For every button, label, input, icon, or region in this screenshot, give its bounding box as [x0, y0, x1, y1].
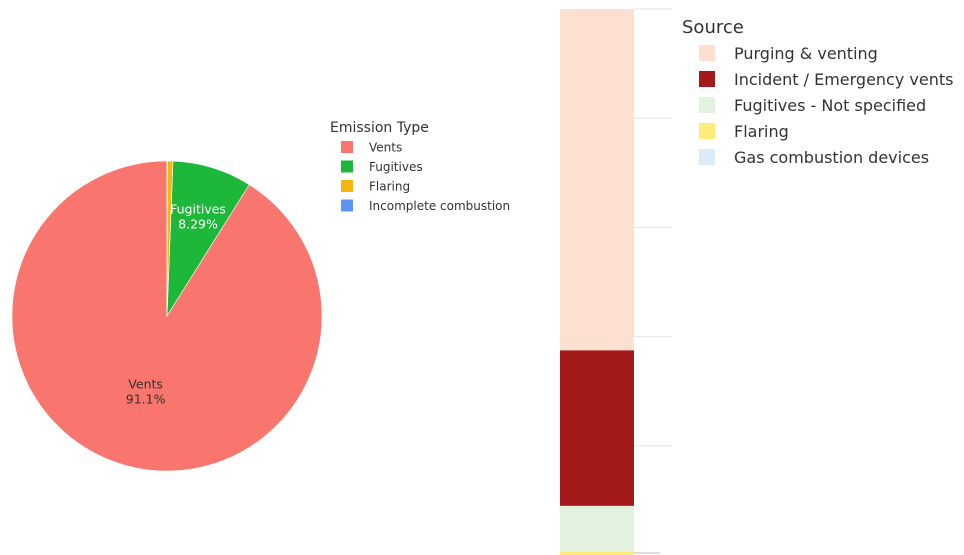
bar-legend: Source Purging & venting Incident / Emerg…: [682, 17, 953, 167]
pie-legend-swatch-flaring[interactable]: [341, 180, 353, 192]
pie-slice-incomplete-combustion[interactable]: [166, 160, 168, 317]
bar-legend-swatch-purging-venting[interactable]: [699, 45, 715, 61]
pie-legend-label-flaring[interactable]: Flaring: [369, 180, 410, 194]
bar-segment-incident-emergency-vents[interactable]: [560, 350, 634, 506]
pie-legend-swatch-incomplete-combustion[interactable]: [341, 199, 353, 212]
bar-legend-swatch-flaring[interactable]: [699, 123, 715, 139]
bar-segment-fugitives-not-specified[interactable]: [560, 505, 634, 552]
bar-legend-swatch-fugitives-not-specified[interactable]: [699, 97, 715, 113]
bar-segment-flaring[interactable]: [560, 551, 634, 555]
pie-legend-label-fugitives[interactable]: Fugitives: [369, 160, 423, 174]
bar-legend-swatch-incident-emergency-vents[interactable]: [699, 71, 715, 87]
pie-pct-fugitives: 8.29%: [178, 216, 218, 231]
pie-pct-vents: 91.1%: [126, 391, 166, 406]
pie-legend: Emission Type Vents Fugitives Flaring Incom…: [330, 120, 510, 213]
pie-label-vents: Vents: [128, 376, 163, 391]
pie-legend-title: Emission Type: [330, 120, 429, 136]
pie-legend-label-incomplete-combustion[interactable]: Incomplete combustion: [369, 199, 510, 213]
bar-segment-purging-venting[interactable]: [560, 9, 634, 351]
pie-legend-label-vents[interactable]: Vents: [369, 141, 402, 155]
bar-legend-label-purging-venting[interactable]: Purging & venting: [734, 44, 878, 63]
stacked-bar-chart: [560, 8, 672, 555]
bar-legend-label-incident-emergency-vents[interactable]: Incident / Emergency vents: [734, 70, 953, 89]
pie-legend-swatch-fugitives[interactable]: [341, 160, 353, 173]
bar-legend-label-gas-combustion-devices[interactable]: Gas combustion devices: [734, 148, 929, 167]
bar-legend-label-fugitives-not-specified[interactable]: Fugitives - Not specified: [734, 96, 926, 115]
bar-legend-swatch-gas-combustion-devices[interactable]: [699, 149, 715, 165]
pie-label-fugitives: Fugitives: [170, 201, 226, 216]
bar-legend-title: Source: [682, 17, 744, 38]
pie-legend-swatch-vents[interactable]: [341, 141, 353, 153]
bar-legend-label-flaring[interactable]: Flaring: [734, 122, 789, 141]
